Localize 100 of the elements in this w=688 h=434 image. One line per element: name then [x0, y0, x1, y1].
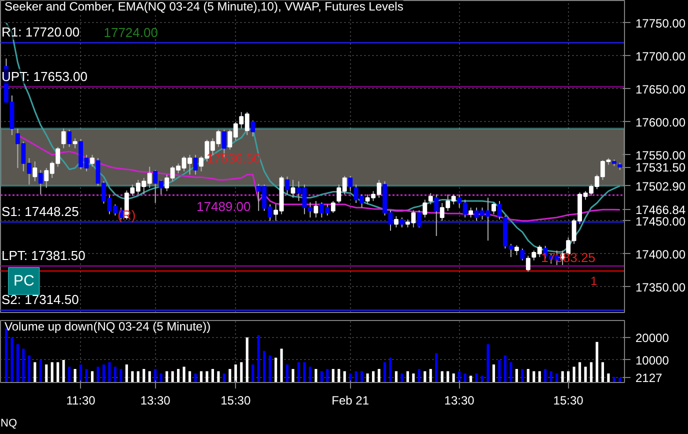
y-tick-label: 17550.00: [636, 148, 686, 162]
candlestick: [520, 248, 525, 261]
bar: [246, 337, 248, 382]
bar: [538, 371, 541, 382]
bar: [452, 373, 455, 382]
bar: [389, 358, 392, 382]
bar: [39, 360, 42, 382]
bar: [234, 364, 237, 382]
bar: [131, 371, 134, 382]
ref-line-label: 17489.00: [196, 199, 251, 214]
ref-line-label: S2: 17314.50: [2, 292, 79, 308]
bar: [148, 371, 151, 382]
bar: [470, 376, 472, 382]
bar: [412, 373, 415, 382]
bar: [85, 368, 88, 382]
x-tick-label: 13:30: [444, 394, 475, 408]
bar: [424, 371, 426, 382]
bar: [211, 368, 214, 382]
candlestick: [400, 217, 404, 228]
bar: [360, 371, 364, 382]
bar: [274, 358, 278, 382]
bar: [320, 371, 323, 382]
candlestick: [38, 170, 43, 195]
bar: [136, 371, 140, 382]
bar: [561, 371, 564, 382]
bar: [80, 364, 82, 382]
y-tick-label: 17650.00: [636, 82, 686, 96]
bar: [480, 376, 484, 382]
y-tick-label: 2127: [636, 371, 663, 386]
ref-line-label: LPT: 17381.50: [2, 248, 86, 263]
y-tick-label: 17400.00: [636, 247, 686, 262]
bar: [504, 355, 506, 382]
annotation: 1: [590, 274, 598, 288]
bar: [550, 371, 552, 382]
bar: [343, 371, 346, 382]
bar: [28, 355, 30, 382]
bar: [418, 368, 420, 382]
bar: [492, 364, 496, 382]
bar: [257, 335, 260, 382]
bar: [188, 371, 192, 382]
bar: [217, 371, 220, 382]
bar: [584, 366, 587, 382]
bar: [16, 344, 19, 382]
candlestick: [394, 216, 398, 228]
candlestick: [514, 244, 519, 256]
candlestick: [330, 200, 336, 214]
bar: [292, 368, 294, 382]
bar: [521, 368, 524, 382]
bar: [102, 364, 106, 382]
bar: [332, 368, 334, 382]
bar: [171, 371, 174, 382]
candlestick: [61, 128, 66, 149]
bar: [142, 368, 146, 382]
y-tick-label: 17350.00: [636, 280, 686, 294]
candlestick: [193, 154, 198, 176]
bar: [440, 371, 444, 382]
bar: [96, 366, 100, 382]
bar: [240, 362, 243, 382]
bar: [252, 364, 254, 382]
candlestick: [526, 255, 530, 272]
bar: [34, 362, 36, 382]
bar: [194, 373, 197, 382]
bar: [464, 373, 466, 382]
bar: [578, 362, 582, 382]
bar: [378, 368, 380, 382]
bar: [206, 371, 208, 382]
ref-line-label: R1: 17720.00: [2, 24, 80, 40]
bar: [366, 373, 369, 382]
bar: [74, 368, 76, 382]
bar: [56, 362, 60, 382]
bar: [510, 362, 512, 382]
x-tick-label: 11:30: [66, 394, 96, 408]
bar: [372, 371, 375, 382]
text: 17531.50: [636, 160, 686, 175]
candlestick: [492, 202, 496, 215]
bar: [515, 368, 518, 382]
bar: [475, 373, 478, 382]
candlestick: [250, 120, 256, 137]
bar: [308, 366, 312, 382]
bar: [526, 368, 530, 382]
bar: [446, 371, 450, 382]
bar: [45, 364, 48, 382]
bar: [90, 371, 94, 382]
annotation: PC: [14, 272, 35, 290]
bar: [286, 364, 289, 382]
bar: [166, 371, 168, 382]
chart-title: Volume up down(NQ 03-24 (5 Minute)): [4, 320, 211, 334]
candlestick: [422, 199, 428, 218]
bar: [567, 371, 570, 382]
bar: [62, 360, 65, 382]
x-tick-label: Feb 21: [332, 394, 370, 408]
bar: [125, 364, 128, 382]
bar: [182, 366, 186, 382]
ref-line-label: UPT: 17653.00: [2, 68, 88, 84]
bar: [326, 368, 329, 382]
candlestick: [67, 129, 72, 148]
y-tick-label: 10000: [636, 353, 670, 368]
bar: [108, 362, 111, 382]
bar: [429, 368, 432, 382]
y-tick-label: 20000: [636, 330, 670, 345]
